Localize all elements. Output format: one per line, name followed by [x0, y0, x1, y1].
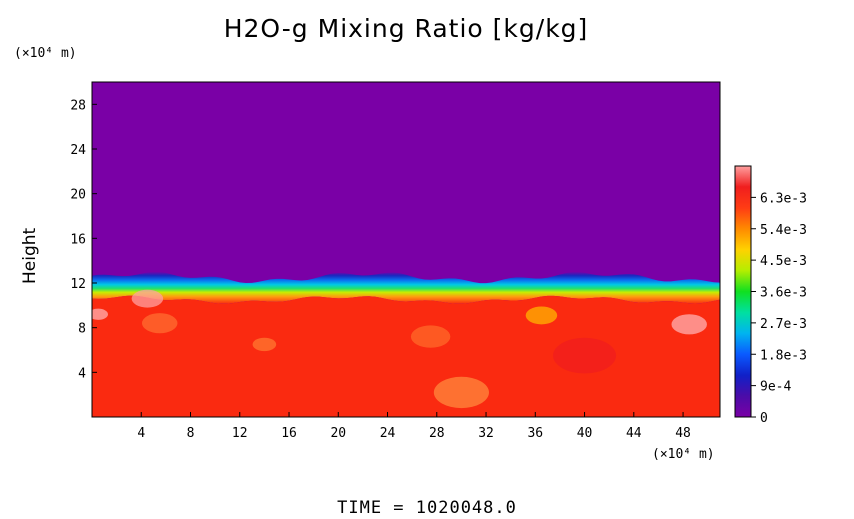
texture-blobs [92, 289, 707, 409]
colorbar-labels: 0 9e-4 1.8e-3 2.7e-3 3.6e-3 4.5e-3 5.4e-3 6.3e-… [751, 191, 807, 426]
texture-blob [553, 337, 617, 374]
x-tick-label: 32 [478, 426, 494, 441]
x-tick-label: 28 [429, 426, 445, 441]
y-tick-label: 12 [70, 277, 86, 292]
texture-blob [131, 289, 164, 308]
x-tick-label: 40 [577, 426, 593, 441]
colorbar [734, 165, 752, 418]
colorbar-label: 1.8e-3 [760, 348, 807, 363]
texture-blob [671, 314, 707, 335]
x-tick-label: 8 [187, 426, 195, 441]
colorbar-label: 5.4e-3 [760, 223, 807, 238]
y-axis-unit: (×10⁴ m) [14, 46, 77, 61]
colorbar-label: 2.7e-3 [760, 317, 807, 332]
x-axis: 4 8 12 16 20 24 28 32 36 40 44 48 [137, 412, 691, 441]
x-tick-label: 44 [626, 426, 642, 441]
y-tick-label: 16 [70, 232, 86, 247]
texture-blob [252, 337, 277, 352]
colorbar-label: 0 [760, 411, 768, 426]
transition-band [92, 271, 720, 304]
colorbar-label: 6.3e-3 [760, 191, 807, 206]
x-tick-label: 16 [281, 426, 297, 441]
chart-title: H2O-g Mixing Ratio [kg/kg] [223, 14, 589, 43]
colorbar-label: 4.5e-3 [760, 254, 807, 269]
plot-frame [91, 81, 721, 418]
heatmap-field [92, 82, 720, 417]
x-tick-label: 20 [330, 426, 346, 441]
time-footer: TIME = 1020048.0 [337, 498, 517, 518]
y-tick-label: 8 [78, 322, 86, 337]
x-tick-label: 24 [380, 426, 396, 441]
texture-blob [525, 306, 558, 325]
x-tick-label: 12 [232, 426, 248, 441]
colorbar-label: 9e-4 [760, 380, 791, 395]
y-tick-label: 4 [78, 366, 86, 381]
colorbar-label: 3.6e-3 [760, 286, 807, 301]
y-tick-label: 24 [70, 143, 86, 158]
lower-region [92, 295, 720, 417]
texture-blob [433, 376, 489, 409]
x-axis-unit: (×10⁴ m) [652, 447, 715, 462]
y-tick-label: 28 [70, 98, 86, 113]
x-tick-label: 48 [675, 426, 691, 441]
texture-blob [410, 325, 451, 348]
x-tick-label: 4 [137, 426, 145, 441]
texture-blob [92, 308, 109, 320]
x-tick-label: 36 [527, 426, 543, 441]
texture-blob [141, 313, 178, 334]
y-tick-label: 20 [70, 188, 86, 203]
y-axis: 4 8 12 16 20 24 28 [70, 98, 97, 381]
